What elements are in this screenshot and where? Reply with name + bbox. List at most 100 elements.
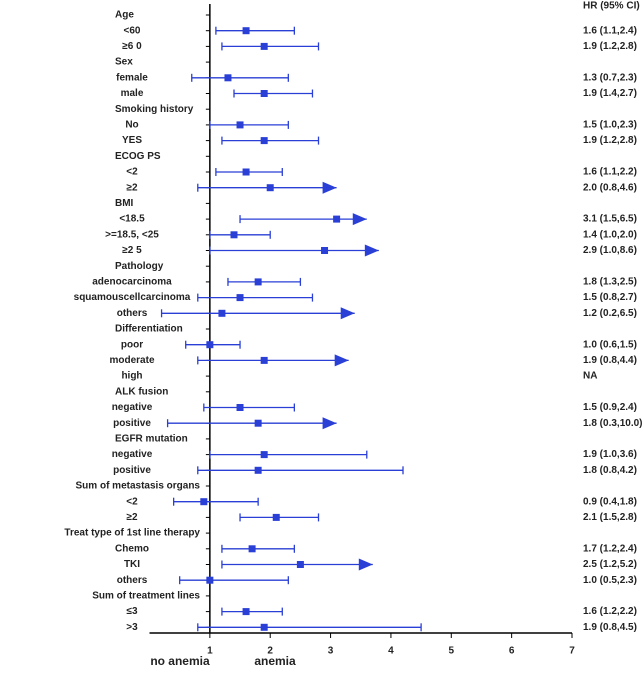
ci-arrow — [334, 354, 349, 367]
hr-label: 1.9 (1.2,2.8) — [583, 135, 637, 146]
ci-arrow — [358, 558, 373, 571]
point-estimate — [260, 90, 268, 97]
x-tick-label: 7 — [569, 646, 575, 657]
hr-label: 2.9 (1.0,8.6) — [583, 245, 637, 256]
point-estimate — [272, 513, 280, 521]
point-estimate — [230, 231, 238, 239]
row-label: >=18.5, <25 — [105, 229, 159, 240]
hr-label: 1.0 (0.5,2.3) — [583, 575, 637, 586]
point-estimate — [333, 215, 341, 223]
row-label: adenocarcinoma — [92, 277, 172, 288]
ci-arrow — [322, 181, 337, 194]
column-header: HR (95% CI) — [583, 1, 640, 12]
hr-label: 1.8 (0.3,10.0) — [583, 418, 642, 429]
ci-arrow — [322, 417, 337, 430]
row-label: ≤3 — [126, 606, 137, 617]
point-estimate — [224, 74, 232, 82]
hr-label: 0.9 (0.4,1.8) — [583, 496, 637, 507]
row-label: <2 — [126, 496, 138, 507]
hr-label: 1.2 (0.2,6.5) — [583, 308, 637, 319]
row-label: Sum of metastasis organs — [76, 481, 201, 492]
row-label: Treat type of 1st line therapy — [64, 528, 200, 539]
point-estimate — [266, 184, 274, 192]
point-estimate — [260, 42, 268, 50]
x-label-right: anemia — [254, 654, 296, 668]
row-label: EGFR mutation — [115, 434, 188, 445]
x-tick-label: 2 — [267, 646, 273, 657]
ci-arrow — [352, 213, 367, 226]
row-label: positive — [113, 418, 151, 429]
point-estimate — [260, 137, 268, 145]
row-label: TKI — [124, 559, 140, 570]
hr-label: 1.9 (1.0,3.6) — [583, 449, 637, 460]
hr-label: 1.8 (1.3,2.5) — [583, 277, 637, 288]
row-label: Smoking history — [115, 104, 194, 115]
row-label: Pathology — [115, 261, 164, 272]
row-label: YES — [122, 135, 142, 146]
hr-label: 2.1 (1.5,2.8) — [583, 512, 637, 523]
row-label: poor — [121, 339, 143, 350]
row-label: others — [117, 308, 148, 319]
x-tick-label: 4 — [388, 646, 394, 657]
hr-label: 1.6 (1.1,2.2) — [583, 167, 637, 178]
hr-label: 3.1 (1.5,6.5) — [583, 214, 637, 225]
point-estimate — [260, 623, 268, 631]
row-label: female — [116, 72, 148, 83]
point-estimate — [236, 121, 244, 129]
hr-label: 1.5 (0.8,2.7) — [583, 292, 637, 303]
row-label: Sex — [115, 57, 133, 68]
row-label: No — [125, 120, 138, 131]
point-estimate — [296, 561, 304, 568]
row-label: male — [121, 88, 144, 99]
row-label: Age — [115, 10, 134, 21]
row-label: negative — [112, 402, 153, 413]
point-estimate — [200, 498, 208, 506]
hr-label: 1.4 (1.0,2.0) — [583, 229, 637, 240]
row-label: moderate — [109, 355, 154, 366]
hr-label: 1.3 (0.7,2.3) — [583, 72, 637, 83]
row-label: <60 — [124, 25, 141, 36]
point-estimate — [236, 294, 244, 302]
row-label: <2 — [126, 167, 138, 178]
row-label: ≥2 — [126, 182, 137, 193]
x-tick-label: 5 — [449, 646, 455, 657]
hr-label: 1.9 (0.8,4.4) — [583, 355, 637, 366]
hr-label: 1.5 (1.0,2.3) — [583, 120, 637, 131]
row-label: high — [121, 371, 142, 382]
row-label: ≥2 5 — [122, 245, 142, 256]
point-estimate — [218, 309, 226, 317]
hr-label: 2.0 (0.8,4.6) — [583, 182, 637, 193]
ci-arrow — [340, 307, 355, 320]
point-estimate — [242, 27, 250, 35]
hr-label: 2.5 (1.2,5.2) — [583, 559, 637, 570]
hr-label: NA — [583, 371, 597, 382]
point-estimate — [260, 451, 268, 459]
point-estimate — [254, 419, 262, 427]
hr-label: 1.9 (0.8,4.5) — [583, 622, 637, 633]
point-estimate — [248, 545, 256, 553]
hr-label: 1.9 (1.4,2.7) — [583, 88, 637, 99]
hr-label: 1.6 (1.1,2.4) — [583, 25, 637, 36]
row-label: negative — [112, 449, 153, 460]
row-label: Sum of treatment lines — [92, 591, 200, 602]
x-tick-label: 6 — [509, 646, 515, 657]
point-estimate — [254, 278, 262, 286]
hr-label: 1.7 (1.2,2.4) — [583, 543, 637, 554]
row-label: Chemo — [115, 543, 149, 554]
row-label: <18.5 — [119, 214, 145, 225]
point-estimate — [321, 247, 329, 254]
row-label: >3 — [126, 622, 138, 633]
hr-label: 1.5 (0.9,2.4) — [583, 402, 637, 413]
hr-label: 1.8 (0.8,4.2) — [583, 465, 637, 476]
x-tick-label: 1 — [207, 646, 213, 657]
row-label: Differentiation — [115, 324, 183, 335]
point-estimate — [236, 404, 244, 411]
point-estimate — [254, 466, 262, 474]
row-label: squamouscellcarcinoma — [74, 292, 191, 303]
point-estimate — [242, 608, 250, 616]
ci-arrow — [364, 244, 379, 257]
row-label: ≥2 — [126, 512, 137, 523]
point-estimate — [242, 168, 250, 176]
row-label: others — [117, 575, 148, 586]
